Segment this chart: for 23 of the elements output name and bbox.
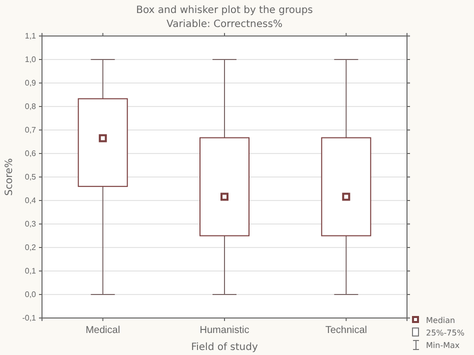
y-tick-label: 0,7 <box>24 126 37 135</box>
y-tick-label: 0,9 <box>24 78 37 88</box>
y-tick-label: 0,4 <box>24 196 37 206</box>
text: Min-Max <box>426 341 460 350</box>
y-tick-label: 1,1 <box>24 32 37 41</box>
x-tick-label: Technical <box>325 325 368 336</box>
y-tick-label: -0,1 <box>22 314 37 323</box>
y-tick-label: 0,1 <box>24 266 37 276</box>
x-axis-title: Field of study <box>191 342 258 353</box>
text: Median <box>426 316 456 325</box>
y-axis-title: Score% <box>4 158 15 196</box>
y-tick-label: 0,8 <box>24 102 37 112</box>
x-tick-label: Humanistic <box>200 325 250 336</box>
y-tick-label: 0,5 <box>24 172 37 182</box>
y-tick-label: 0,3 <box>24 220 37 229</box>
chart-subtitle: Variable: Correctness% <box>166 19 282 30</box>
y-tick-label: 0,6 <box>24 149 37 158</box>
chart-title: Box and whisker plot by the groups <box>136 5 313 16</box>
text: 25%-75% <box>426 328 465 338</box>
y-tick-label: 0,2 <box>24 243 37 252</box>
y-tick-label: 1,0 <box>24 55 37 64</box>
x-tick-label: Medical <box>86 325 120 336</box>
y-tick-label: 0,0 <box>24 290 37 300</box>
